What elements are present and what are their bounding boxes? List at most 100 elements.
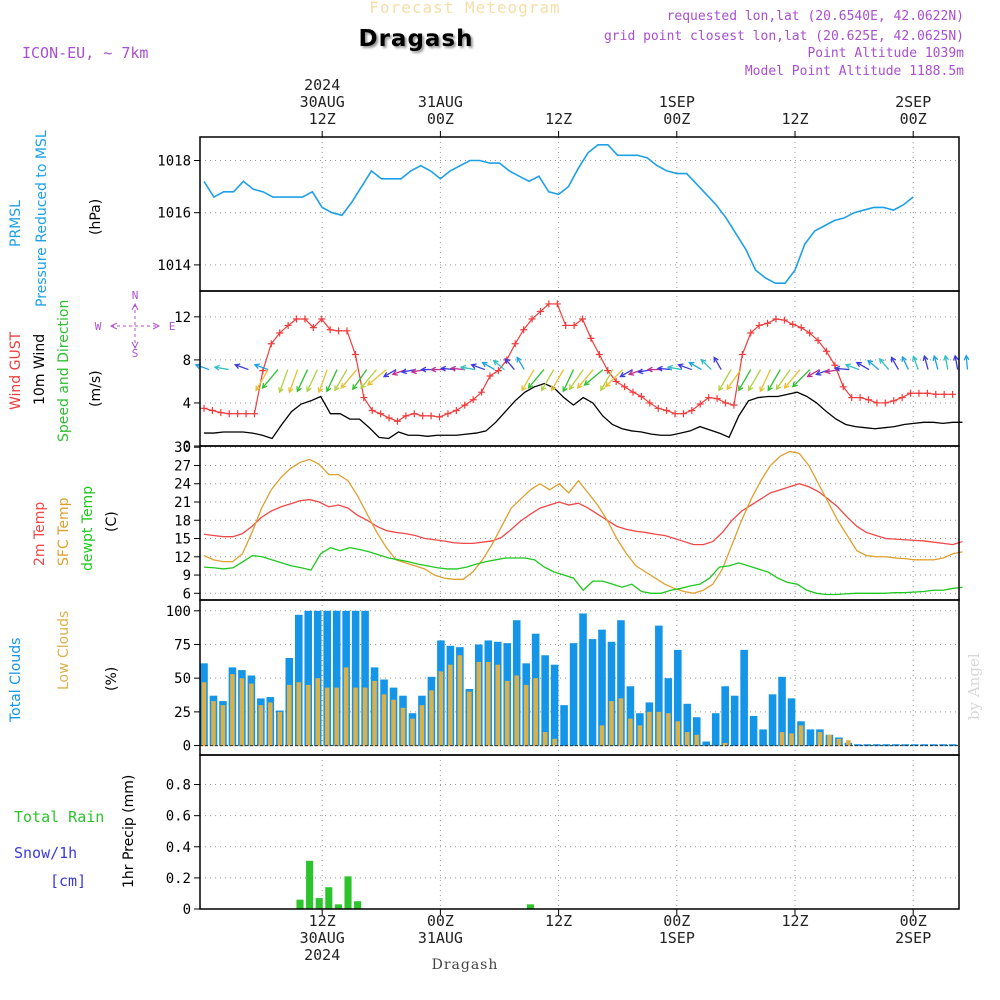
low-cloud-bar	[211, 701, 216, 747]
total-cloud-bar	[294, 614, 303, 747]
wind-direction-arrow	[470, 363, 486, 371]
arrow-shaft	[600, 369, 614, 391]
arrow-shaft	[678, 364, 692, 371]
gust-marker	[679, 410, 687, 418]
gust-marker	[923, 389, 931, 397]
gust-marker	[461, 401, 469, 409]
arrow-head	[576, 382, 583, 389]
arrow-head	[550, 385, 557, 392]
temp2m-line	[203, 483, 963, 546]
total-cloud-bar	[702, 741, 711, 747]
low-cloud-bar	[846, 740, 851, 747]
low-cloud-bar	[647, 711, 652, 747]
gust-marker	[250, 410, 258, 418]
time-label-line: 1SEP	[658, 93, 695, 111]
wind-direction-arrow	[576, 369, 594, 389]
y-tick-label: 30	[174, 440, 191, 456]
time-label-line: 12Z	[545, 110, 573, 128]
gust-marker	[579, 315, 587, 323]
gust-marker	[528, 315, 536, 323]
gust-marker	[335, 327, 343, 335]
credit-watermark: by Angel	[965, 653, 983, 720]
gust-marker	[814, 337, 822, 345]
panel-label-clouds: Total Clouds	[8, 637, 24, 722]
gust-marker	[368, 406, 376, 414]
time-label-line: 31AUG	[417, 929, 463, 947]
rain-bar	[344, 876, 352, 909]
time-label-line: 12Z	[545, 912, 573, 930]
wind-direction-arrow	[449, 365, 466, 372]
total-cloud-bar	[664, 678, 673, 747]
low-cloud-bar	[362, 687, 368, 747]
y-tick-label: 25	[174, 705, 191, 721]
gust-marker	[452, 406, 460, 414]
total-cloud-bar	[617, 620, 625, 747]
gust-marker	[587, 334, 595, 342]
low-cloud-bar	[552, 738, 557, 747]
wind-direction-arrow	[759, 369, 772, 393]
low-cloud-bar	[438, 671, 444, 747]
gust-marker	[688, 406, 696, 414]
low-cloud-bar	[419, 705, 425, 747]
wind-direction-arrow	[255, 369, 269, 392]
total-cloud-bar	[304, 610, 313, 747]
panel-label-wind: Wind GUST	[8, 331, 24, 410]
arrow-shaft	[334, 369, 348, 391]
wind-direction-arrow	[718, 369, 732, 392]
arrow-shaft	[748, 369, 762, 391]
low-cloud-bar	[277, 711, 283, 747]
wind-direction-arrow	[747, 369, 762, 392]
low-cloud-bar	[429, 690, 434, 747]
arrow-head	[562, 386, 568, 393]
arrow-head	[844, 363, 851, 369]
gust-marker	[890, 397, 898, 405]
arrow-shaft	[912, 356, 919, 370]
arrow-head	[366, 380, 373, 386]
wind-direction-arrow	[352, 369, 368, 391]
low-cloud-bar	[618, 698, 624, 747]
arrow-head	[470, 363, 477, 369]
arrow-head	[700, 358, 707, 365]
arrow-shaft	[288, 369, 299, 393]
arrow-shaft	[775, 369, 791, 390]
arrow-head	[340, 382, 347, 389]
arrow-shaft	[451, 367, 466, 371]
wind-direction-arrow	[600, 369, 614, 392]
gust-marker	[764, 319, 772, 327]
panel-label-precip: 1hr Precip (mm)	[121, 774, 137, 888]
total-cloud-bar	[607, 641, 616, 747]
y-tick-label: 0.4	[166, 840, 191, 856]
gust-marker	[881, 399, 889, 407]
gust-marker	[494, 367, 502, 375]
gust-marker	[780, 316, 788, 324]
wind-direction-arrow	[583, 369, 604, 386]
low-cloud-bar	[467, 691, 472, 747]
y-tick-label: 12	[174, 550, 191, 566]
arrow-shaft	[262, 369, 279, 389]
gust-marker	[326, 326, 334, 334]
wind-direction-arrow	[775, 369, 791, 391]
y-tick-label: 4	[183, 396, 191, 412]
arrow-shaft	[278, 369, 289, 393]
wind-direction-arrow	[726, 369, 742, 391]
gust-marker	[301, 315, 309, 323]
arrow-head	[759, 386, 765, 393]
panel-label-wind: Speed and Direction	[56, 299, 72, 442]
low-cloud-bar	[789, 733, 794, 747]
gust-marker	[612, 377, 620, 385]
arrow-head	[516, 356, 522, 363]
wind-direction-arrow	[844, 363, 860, 371]
arrow-shaft	[255, 369, 269, 391]
arrow-shaft	[541, 369, 555, 391]
arrow-head	[255, 385, 261, 392]
arrow-shaft	[784, 369, 801, 389]
wind-direction-arrow	[619, 369, 633, 378]
gust-marker	[436, 413, 444, 421]
gust-marker	[225, 410, 233, 418]
arrow-head	[912, 355, 918, 362]
wind-direction-arrow	[568, 369, 584, 391]
low-cloud-bar	[656, 711, 662, 747]
total-cloud-bar	[683, 703, 692, 747]
time-label-bottom: 00Z 1SEP	[659, 913, 695, 947]
gust-marker	[646, 399, 654, 407]
